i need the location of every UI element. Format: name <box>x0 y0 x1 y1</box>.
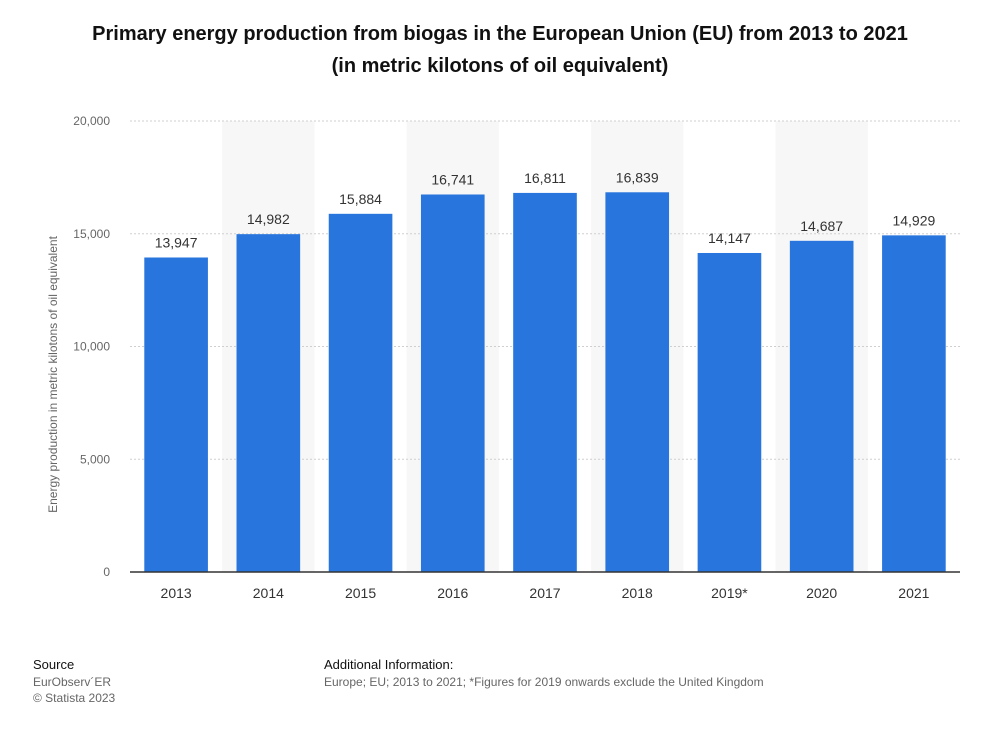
x-tick-label: 2013 <box>161 585 192 601</box>
chart-title: Primary energy production from biogas in… <box>40 18 960 82</box>
data-label: 14,147 <box>708 230 751 246</box>
source-heading: Source <box>33 657 75 672</box>
data-label: 16,811 <box>524 170 566 186</box>
x-tick-label: 2014 <box>253 585 284 601</box>
data-label: 14,982 <box>247 211 290 227</box>
bar <box>513 192 577 572</box>
bar <box>789 240 854 572</box>
data-label: 14,687 <box>800 218 843 234</box>
bar <box>328 213 393 572</box>
y-tick-label: 20,000 <box>73 114 110 128</box>
x-tick-label: 2018 <box>622 585 653 601</box>
x-tick-label: 2021 <box>898 585 929 601</box>
bar <box>605 192 670 572</box>
data-label: 14,929 <box>892 212 935 228</box>
additional-info-section: Additional Information: Europe; EU; 2013… <box>324 657 764 690</box>
bar <box>144 257 208 572</box>
bar <box>236 234 301 573</box>
additional-info-text: Europe; EU; 2013 to 2021; *Figures for 2… <box>324 675 764 689</box>
x-tick-label: 2015 <box>345 585 376 601</box>
x-tick-label: 2020 <box>806 585 837 601</box>
y-tick-label: 15,000 <box>73 227 110 241</box>
y-axis-title: Energy production in metric kilotons of … <box>46 235 60 512</box>
data-label: 16,741 <box>431 171 474 187</box>
y-tick-label: 10,000 <box>73 340 110 354</box>
source-section: Source EurObserv´ER © Statista 2023 <box>33 657 115 706</box>
bar <box>697 252 762 572</box>
data-label: 13,947 <box>155 234 198 250</box>
y-tick-label: 0 <box>103 565 110 579</box>
chart-title-line-2: (in metric kilotons of oil equivalent) <box>331 55 669 77</box>
y-tick-label: 5,000 <box>80 452 110 466</box>
data-label: 16,839 <box>616 169 659 185</box>
source-name: EurObserv´ER <box>33 675 112 689</box>
additional-info-heading: Additional Information: <box>324 657 454 672</box>
copyright-text: © Statista 2023 <box>33 691 116 705</box>
bar <box>420 194 485 572</box>
x-tick-label: 2016 <box>437 585 468 601</box>
data-label: 15,884 <box>339 191 382 207</box>
bar-chart: 0 5,000 10,000 15,000 20,000 13,947 2013 14,982… <box>46 114 960 601</box>
x-tick-label: 2019* <box>711 585 748 601</box>
bar <box>882 235 946 572</box>
x-tick-label: 2017 <box>529 585 560 601</box>
chart-title-line-1: Primary energy production from biogas in… <box>92 23 908 45</box>
